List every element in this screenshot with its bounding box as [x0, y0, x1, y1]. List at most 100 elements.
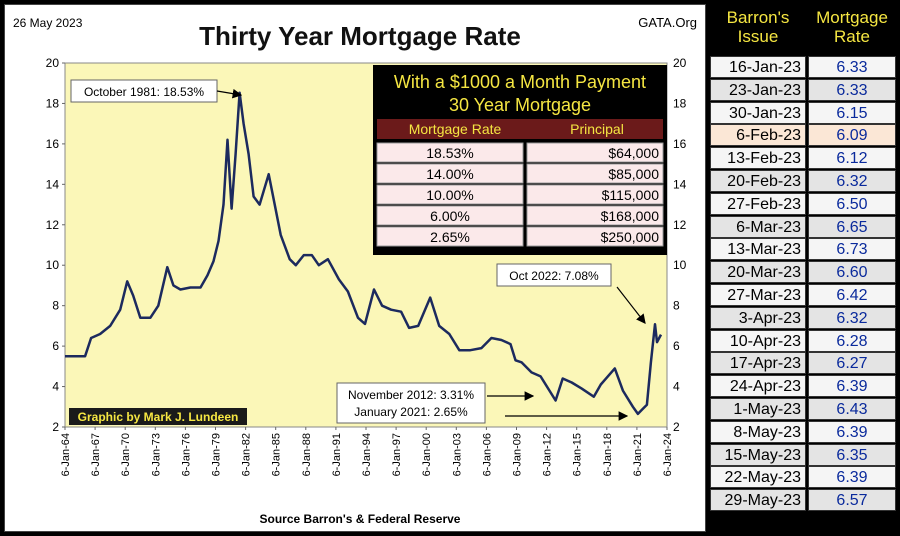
- x-tick-label: 6-Jan-79: [211, 433, 223, 476]
- x-tick-label: 6-Jan-12: [542, 433, 554, 476]
- y-tick-label-left: 8: [52, 299, 59, 313]
- barrons-rows: 16-Jan-23 6.33 23-Jan-23 6.33 30-Jan-23 6.15 6…: [710, 56, 896, 512]
- payment-box-header-bg: [377, 119, 663, 139]
- y-tick-label-right: 6: [673, 339, 680, 353]
- y-tick-label-right: 12: [673, 218, 687, 232]
- source-footer: Source Barron's & Federal Reserve: [260, 512, 461, 526]
- barrons-table-row: 29-May-23 6.57: [710, 489, 896, 512]
- barrons-rate-cell: 6.09: [808, 124, 896, 147]
- barrons-rate-cell: 6.73: [808, 238, 896, 261]
- barrons-issue-cell: 29-May-23: [710, 489, 806, 512]
- x-tick-label: 6-Jan-64: [60, 433, 72, 476]
- y-tick-label-right: 16: [673, 137, 687, 151]
- barrons-header-rate: Mortgage Rate: [816, 8, 888, 46]
- payment-cell-bg: [376, 205, 524, 226]
- annotation-oct2022: Oct 2022: 7.08%: [509, 269, 599, 283]
- y-tick-label-left: 12: [46, 218, 60, 232]
- x-tick-label: 6-Jan-88: [301, 433, 313, 476]
- barrons-issue-cell: 23-Jan-23: [710, 78, 806, 101]
- annotation-lows-box: [336, 382, 486, 424]
- y-tick-label-right: 4: [673, 380, 680, 394]
- payment-rate-cell: 2.65%: [430, 229, 470, 245]
- payment-header-rate: Mortgage Rate: [409, 121, 502, 137]
- barrons-rate-cell: 6.42: [808, 283, 896, 306]
- x-tick-label: 6-Jan-24: [662, 433, 674, 476]
- payment-principal-cell: $115,000: [602, 187, 660, 203]
- annotation-peak: October 1981: 18.53%: [84, 85, 204, 99]
- chart-panel: 2 2 4 4 6 6 8 8 10 10 12 12 14 14 16 16 18 18 20 20 6-Jan-64…: [4, 4, 706, 532]
- payment-cell-bg: [376, 184, 524, 205]
- x-tick-label: 6-Jan-09: [512, 433, 524, 476]
- payment-cell-bg: [526, 163, 664, 184]
- barrons-table-row: 6-Mar-23 6.65: [710, 215, 896, 239]
- x-tick-label: 6-Jan-85: [271, 433, 283, 476]
- x-tick-label: 6-Jan-18: [602, 433, 614, 476]
- barrons-table-row: 17-Apr-23 6.27: [710, 352, 896, 375]
- payment-principal-cell: $85,000: [608, 166, 659, 182]
- barrons-issue-cell: 6-Mar-23: [710, 215, 806, 238]
- barrons-table-row: 30-Jan-23 6.15: [710, 101, 896, 125]
- barrons-rate-cell: 6.60: [808, 261, 896, 284]
- barrons-rate-cell: 6.32: [808, 169, 896, 192]
- y-tick-label-left: 16: [46, 137, 60, 151]
- barrons-rate-cell: 6.65: [808, 215, 896, 238]
- payment-rate-cell: 10.00%: [426, 187, 473, 203]
- barrons-rate-cell: 6.43: [808, 397, 896, 420]
- payment-rate-cell: 14.00%: [426, 166, 473, 182]
- barrons-table-row: 10-Apr-23 6.28: [710, 329, 896, 353]
- barrons-table-row: 6-Feb-23 6.09: [710, 124, 896, 147]
- annotation-nov2012: November 2012: 3.31%: [348, 388, 474, 402]
- x-tick-label: 6-Jan-73: [150, 433, 162, 476]
- barrons-issue-cell: 27-Feb-23: [710, 192, 806, 215]
- y-tick-label-right: 20: [673, 56, 687, 70]
- barrons-issue-cell: 24-Apr-23: [710, 375, 806, 398]
- y-tick-label-left: 2: [52, 420, 59, 434]
- barrons-issue-cell: 13-Mar-23: [710, 238, 806, 261]
- barrons-issue-cell: 13-Feb-23: [710, 147, 806, 170]
- barrons-rate-cell: 6.15: [808, 101, 896, 124]
- barrons-table-row: 3-Apr-23 6.32: [710, 306, 896, 330]
- y-tick-label-right: 14: [673, 177, 687, 191]
- x-tick-label: 6-Jan-00: [421, 433, 433, 476]
- barrons-rate-cell: 6.32: [808, 306, 896, 329]
- barrons-issue-cell: 6-Feb-23: [710, 124, 806, 147]
- y-tick-label-right: 8: [673, 299, 680, 313]
- barrons-rate-cell: 6.39: [808, 420, 896, 443]
- barrons-header-issue: Barron's Issue: [726, 8, 790, 46]
- y-tick-label-left: 6: [52, 339, 59, 353]
- payment-principal-cell: $168,000: [601, 208, 660, 224]
- x-tick-label: 6-Jan-15: [572, 433, 584, 476]
- barrons-issue-cell: 8-May-23: [710, 420, 806, 443]
- x-tick-label: 6-Jan-82: [241, 433, 253, 476]
- barrons-issue-cell: 15-May-23: [710, 443, 806, 466]
- barrons-issue-cell: 16-Jan-23: [710, 56, 806, 78]
- payment-cell-bg: [526, 226, 664, 247]
- x-tick-label: 6-Jan-03: [451, 433, 463, 476]
- payment-box-title-2: 30 Year Mortgage: [449, 95, 591, 115]
- barrons-issue-cell: 10-Apr-23: [710, 329, 806, 352]
- y-tick-label-left: 18: [46, 96, 60, 110]
- barrons-rate-cell: 6.12: [808, 147, 896, 170]
- x-tick-label: 6-Jan-06: [481, 433, 493, 476]
- barrons-rate-cell: 6.39: [808, 375, 896, 398]
- barrons-issue-cell: 20-Mar-23: [710, 261, 806, 284]
- barrons-table-row: 13-Mar-23 6.73: [710, 238, 896, 261]
- payment-header-principal: Principal: [570, 121, 624, 137]
- barrons-rate-cell: 6.57: [808, 489, 896, 512]
- barrons-issue-cell: 3-Apr-23: [710, 306, 806, 329]
- barrons-issue-cell: 1-May-23: [710, 397, 806, 420]
- rate-series-line: [65, 91, 663, 416]
- barrons-table-row: 20-Feb-23 6.32: [710, 169, 896, 193]
- x-tick-label: 6-Jan-67: [90, 433, 102, 476]
- barrons-rate-cell: 6.35: [808, 443, 896, 466]
- date-label: 26 May 2023: [13, 16, 83, 30]
- credit-badge: [69, 408, 247, 425]
- barrons-table-row: 24-Apr-23 6.39: [710, 375, 896, 398]
- barrons-table: Barron's Issue Mortgage Rate 16-Jan-23 6.…: [710, 4, 896, 532]
- barrons-rate-cell: 6.33: [808, 56, 896, 78]
- barrons-table-row: 1-May-23 6.43: [710, 397, 896, 421]
- x-tick-label: 6-Jan-21: [632, 433, 644, 476]
- payment-cell-bg: [376, 163, 524, 184]
- payment-box: With a $1000 a Month Payment 30 Year Mor…: [373, 65, 667, 255]
- credit-label: Graphic by Mark J. Lundeen: [78, 410, 239, 424]
